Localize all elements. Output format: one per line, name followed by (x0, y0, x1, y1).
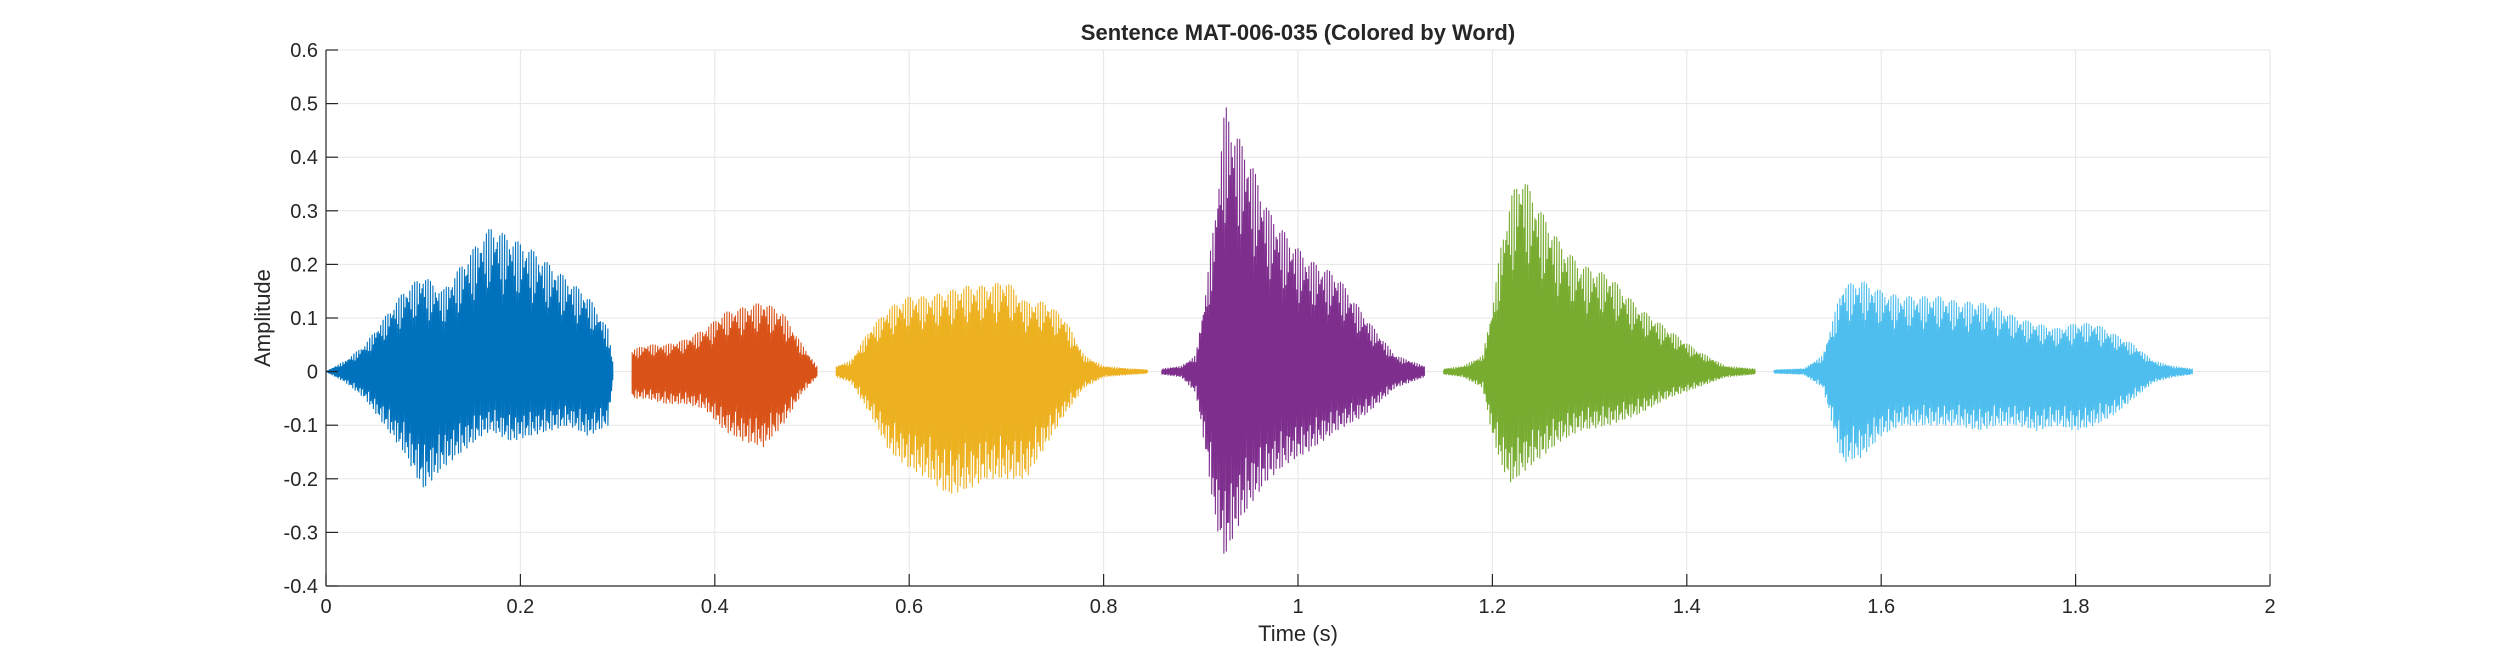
x-tick-label: 0.4 (701, 596, 729, 618)
x-tick-label: 1.2 (1478, 596, 1506, 618)
x-tick-label: 2 (2264, 596, 2275, 618)
y-tick-label: -0.1 (284, 415, 318, 437)
y-tick-label: -0.3 (284, 522, 318, 544)
word-waveform-6 (1773, 281, 2193, 463)
word-waveform-core (1443, 282, 1756, 423)
x-tick-label: 1 (1292, 596, 1303, 618)
x-tick-label: 1.4 (1673, 596, 1701, 618)
word-waveform-3 (835, 282, 1148, 494)
x-tick-label: 0.6 (895, 596, 923, 618)
waveform-series (325, 107, 2193, 554)
tick-labels: 0 0.2 0.4 0.6 0.8 1 1.2 1.4 1.6 1.8 2 -0.4 -0.3 -0.2 -… (284, 40, 2276, 618)
x-tick-label: 0.2 (506, 596, 534, 618)
word-waveform-core (325, 306, 614, 425)
y-tick-label: -0.2 (284, 469, 318, 491)
y-axis-label: Amplitude (250, 269, 275, 367)
y-tick-label: 0.4 (290, 147, 318, 169)
x-axis-label: Time (s) (1258, 621, 1338, 646)
y-tick-label: 0.6 (290, 40, 318, 62)
word-waveform-4 (1161, 107, 1425, 554)
y-tick-label: 0.1 (290, 308, 318, 330)
word-waveform-core (1773, 330, 2193, 413)
chart-title: Sentence MAT-006-035 (Colored by Word) (1081, 20, 1515, 45)
word-waveform-core (631, 340, 818, 406)
word-waveform-1 (325, 229, 614, 488)
y-tick-label: 0 (307, 362, 318, 384)
x-tick-label: 1.6 (1867, 596, 1895, 618)
word-waveform-core (1161, 251, 1425, 457)
axes (325, 49, 2271, 587)
x-tick-label: 0 (320, 596, 331, 618)
word-waveform-5 (1443, 183, 1756, 483)
y-tick-label: -0.4 (284, 576, 318, 598)
y-tick-label: 0.3 (290, 201, 318, 223)
word-waveform-core (835, 330, 1148, 428)
y-tick-label: 0.5 (290, 94, 318, 116)
x-tick-label: 0.8 (1090, 596, 1118, 618)
y-tick-label: 0.2 (290, 254, 318, 276)
word-waveform-2 (631, 303, 818, 448)
x-tick-label: 1.8 (2062, 596, 2090, 618)
